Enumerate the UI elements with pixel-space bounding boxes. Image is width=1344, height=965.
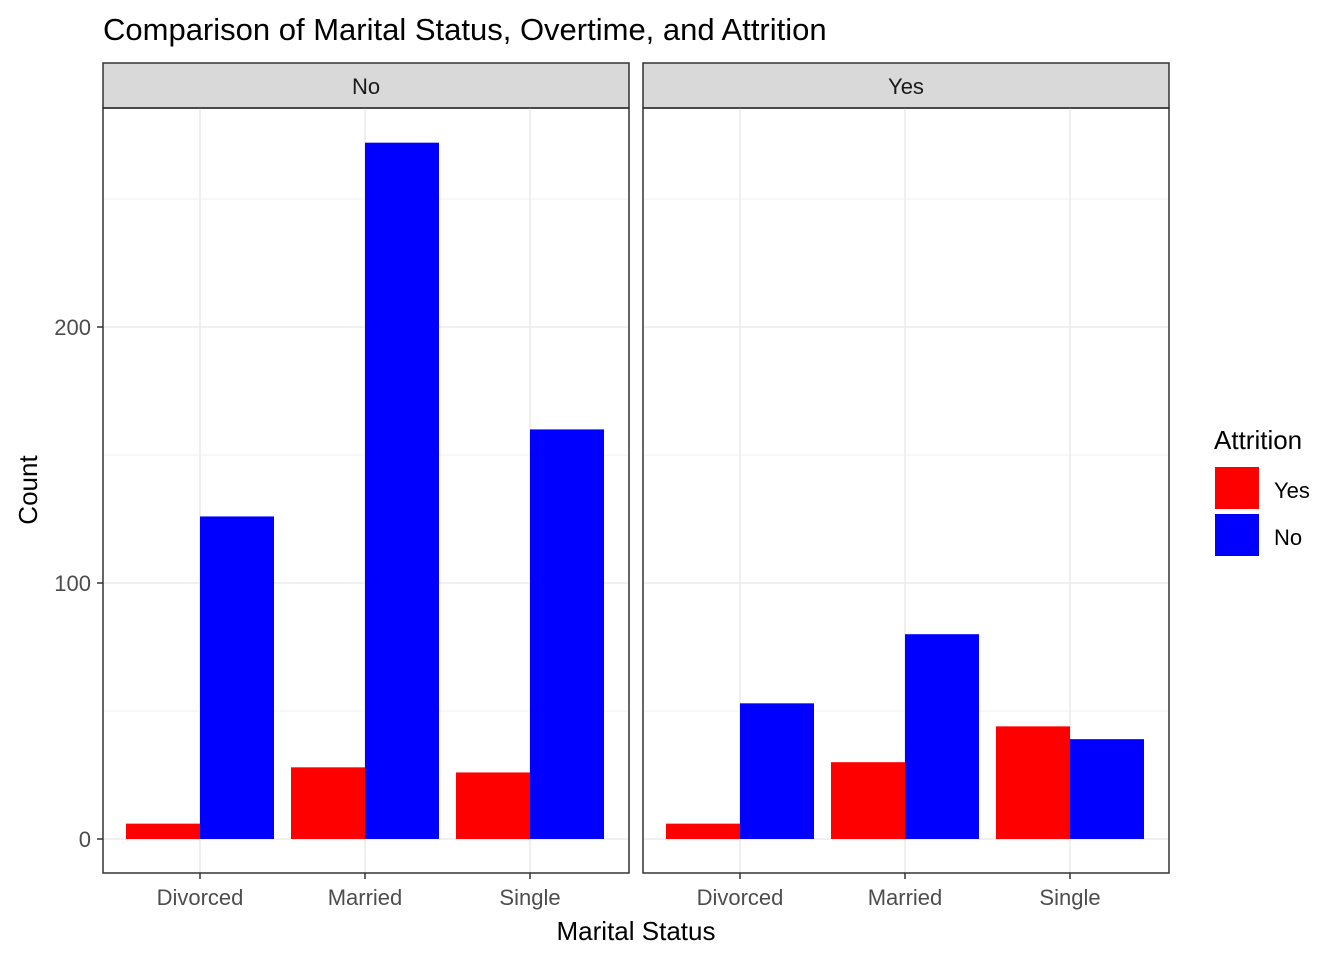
facet-strip	[642, 62, 1170, 109]
facet-panels: No Divorced Married Single 0 100 200 Yes Divorce…	[54, 62, 1170, 910]
facet-strip-label: No	[352, 74, 380, 99]
bar-yes-divorced	[666, 823, 740, 839]
facet-panel-0: No Divorced Married Single 0 100 200	[54, 62, 630, 910]
y-tick-label: 100	[54, 571, 91, 596]
legend-label-no: No	[1274, 525, 1302, 550]
y-axis-label: Count	[13, 455, 43, 525]
panel-border	[642, 107, 1170, 874]
y-tick-label: 0	[79, 827, 91, 852]
bar-yes-divorced	[126, 823, 200, 839]
panel-border	[102, 107, 630, 874]
bar-yes-single	[456, 772, 530, 839]
x-axis-label: Marital Status	[557, 916, 716, 946]
legend-label-yes: Yes	[1274, 478, 1310, 503]
bar-yes-single	[996, 726, 1070, 839]
x-tick-label: Married	[868, 885, 943, 910]
x-tick-label: Divorced	[697, 885, 784, 910]
facet-strip-label: Yes	[888, 74, 924, 99]
legend-title: Attrition	[1214, 425, 1302, 455]
bar-no-single	[1070, 739, 1144, 839]
chart-title: Comparison of Marital Status, Overtime, …	[103, 12, 827, 47]
legend-items: Yes No	[1215, 467, 1310, 556]
bar-yes-married	[831, 762, 905, 839]
bar-no-married	[905, 634, 979, 839]
legend-key-no	[1215, 514, 1259, 556]
legend: Attrition Yes No	[1214, 425, 1310, 556]
bar-no-married	[365, 142, 439, 839]
bar-yes-married	[291, 767, 365, 839]
legend-key-yes	[1215, 467, 1259, 509]
facet-strip	[102, 62, 630, 109]
bar-no-single	[530, 429, 604, 839]
x-tick-label: Divorced	[157, 885, 244, 910]
bar-no-divorced	[740, 703, 814, 839]
y-tick-label: 200	[54, 315, 91, 340]
bar-no-divorced	[200, 516, 274, 839]
facet-panel-1: Yes Divorced Married Single	[642, 62, 1170, 910]
x-tick-label: Single	[1039, 885, 1100, 910]
x-tick-label: Married	[328, 885, 403, 910]
x-tick-label: Single	[499, 885, 560, 910]
